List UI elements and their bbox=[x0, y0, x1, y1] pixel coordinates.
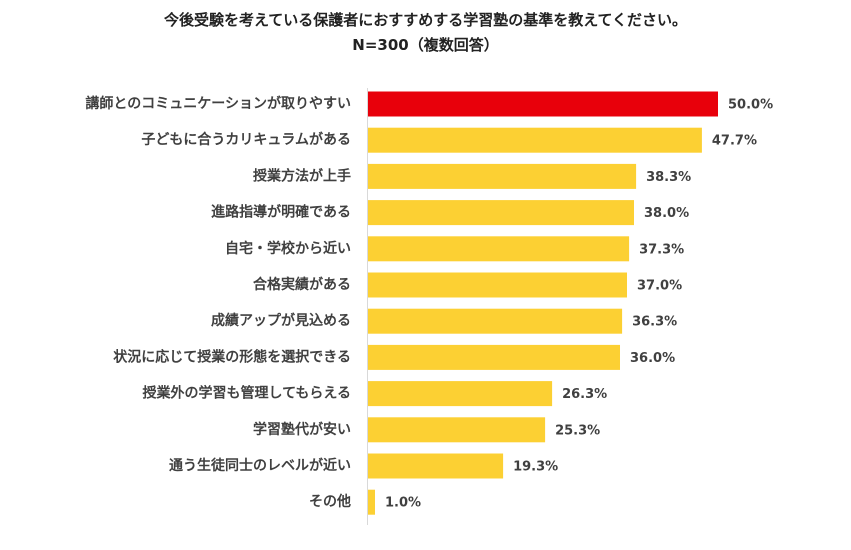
category-label: 自宅・学校から近い bbox=[225, 240, 351, 257]
bar bbox=[368, 417, 546, 443]
bar bbox=[368, 91, 718, 117]
value-label: 37.3% bbox=[639, 242, 684, 257]
category-label: 成績アップが見込める bbox=[211, 312, 351, 329]
value-label: 38.3% bbox=[646, 170, 691, 185]
bar bbox=[368, 453, 504, 479]
bar bbox=[368, 381, 553, 407]
category-label: その他 bbox=[309, 493, 351, 510]
value-label: 47.7% bbox=[712, 134, 757, 149]
value-label: 36.0% bbox=[630, 351, 675, 366]
chart-subtitle: N=300（複数回答） bbox=[352, 36, 499, 54]
bar bbox=[368, 200, 634, 226]
value-label: 38.0% bbox=[644, 206, 689, 221]
category-label: 講師とのコミュニケーションが取りやすい bbox=[85, 95, 351, 112]
value-label: 37.0% bbox=[637, 279, 682, 294]
bar bbox=[368, 163, 637, 189]
bar bbox=[368, 489, 375, 515]
value-label: 26.3% bbox=[562, 387, 607, 402]
category-label: 学習塾代が安い bbox=[253, 421, 351, 438]
value-label: 1.0% bbox=[385, 496, 421, 511]
value-label: 25.3% bbox=[555, 423, 600, 438]
category-label: 状況に応じて授業の形態を選択できる bbox=[113, 348, 351, 365]
bar bbox=[368, 127, 702, 153]
bar bbox=[368, 308, 623, 334]
category-label: 通う生徒同士のレベルが近い bbox=[169, 457, 351, 474]
value-label: 36.3% bbox=[632, 315, 677, 330]
bar bbox=[368, 272, 627, 298]
category-label: 授業方法が上手 bbox=[253, 167, 351, 184]
category-label: 合格実績がある bbox=[253, 276, 351, 293]
category-label: 進路指導が明確である bbox=[211, 204, 351, 221]
bar bbox=[368, 344, 620, 370]
value-label: 19.3% bbox=[513, 460, 558, 475]
bar bbox=[368, 236, 630, 262]
category-label: 子どもに合うカリキュラムがある bbox=[141, 131, 351, 148]
chart-title: 今後受験を考えている保護者におすすめする学習塾の基準を教えてください。 bbox=[163, 11, 688, 29]
value-label: 50.0% bbox=[728, 98, 773, 113]
category-label: 授業外の学習も管理してもらえる bbox=[143, 385, 351, 402]
